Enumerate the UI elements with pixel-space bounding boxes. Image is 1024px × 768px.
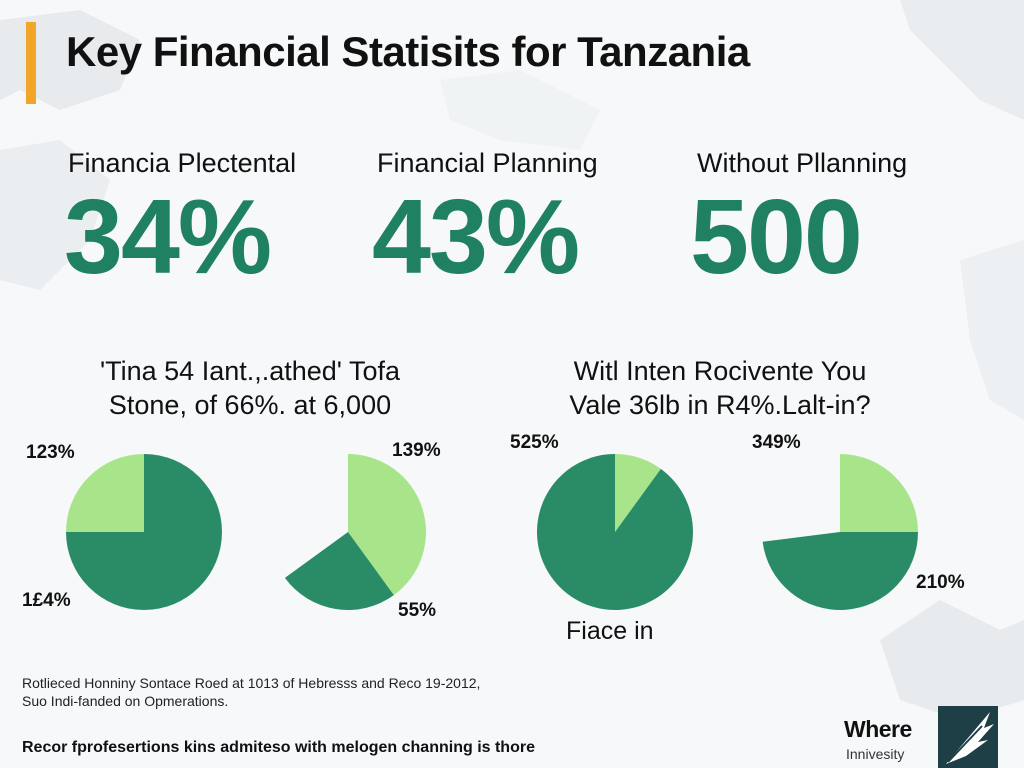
pie-2-label-top: 139% xyxy=(392,440,441,461)
pie-1-label-top: 123% xyxy=(26,442,75,463)
pie-4-slice-light xyxy=(840,454,918,532)
pie-chart-1 xyxy=(66,454,222,610)
pie-4-label-top: 349% xyxy=(752,432,801,453)
pie-4-slice-dark xyxy=(762,532,918,611)
group-title-right-line-1: Witl Inten Rocivente You xyxy=(573,356,867,386)
stat-label-1: Financia Plectental xyxy=(68,148,297,178)
pie-3-slice-light xyxy=(615,454,661,532)
pie-4-label-right: 210% xyxy=(916,572,965,593)
stat-label-2: Financial Planning xyxy=(377,148,598,178)
bottom-note: Recor fprofesertions kins admiteso with … xyxy=(22,739,535,756)
pie-chart-4 xyxy=(762,454,918,611)
stat-value-1: 34% xyxy=(64,178,272,296)
pie-3-slice-dark xyxy=(537,454,693,610)
pie-chart-3 xyxy=(537,454,693,610)
logo-mark-quill xyxy=(947,725,983,763)
logo-mark-bg xyxy=(938,706,998,768)
logo-subtitle: Innivesity xyxy=(846,746,905,762)
pie-chart-2 xyxy=(284,454,426,611)
group-title-right-line-2: Vale 36lb in R4%.Lalt-in? xyxy=(569,390,871,420)
title-accent-bar xyxy=(26,22,36,104)
pie-1-label-bottom: 1£4% xyxy=(22,590,71,611)
pie-1-slice-light xyxy=(66,454,144,532)
pie-2-slice-dark xyxy=(284,532,394,611)
map-blob-right xyxy=(960,240,1024,420)
pie-2-slice-light xyxy=(348,454,426,596)
page-title: Key Financial Statisits for Tanzania xyxy=(66,28,750,75)
group-title-right: Witl Inten Rocivente You Vale 36lb in R4… xyxy=(520,354,920,422)
group-title-left: 'Tina 54 Iant.,.athed' Tofa Stone, of 66… xyxy=(60,354,440,422)
feather-logo-icon xyxy=(938,706,998,768)
footnote-line-1: Rotlieced Honniny Sontace Roed at 1013 o… xyxy=(22,675,481,691)
group-title-left-line-1: 'Tina 54 Iant.,.athed' Tofa xyxy=(99,356,401,386)
stat-value-3: 500 xyxy=(690,178,863,296)
footnote-line-2: Suo Indi-fanded on Opmerations. xyxy=(22,693,229,709)
stat-label-3: Without Pllanning xyxy=(697,148,908,178)
stat-value-2: 43% xyxy=(372,178,580,296)
pie-2-label-bottom: 55% xyxy=(398,600,437,621)
pie-3-label-top: 525% xyxy=(510,432,559,453)
map-blob-center xyxy=(440,70,600,150)
logo-text: Where xyxy=(844,716,912,742)
group-title-left-line-2: Stone, of 66%. at 6,000 xyxy=(108,390,392,420)
map-blob-left-lower xyxy=(0,140,110,290)
map-blob-top-right xyxy=(900,0,1024,120)
pie-caption: Fiace in xyxy=(566,617,654,645)
map-blob-bottom-right xyxy=(880,600,1024,720)
